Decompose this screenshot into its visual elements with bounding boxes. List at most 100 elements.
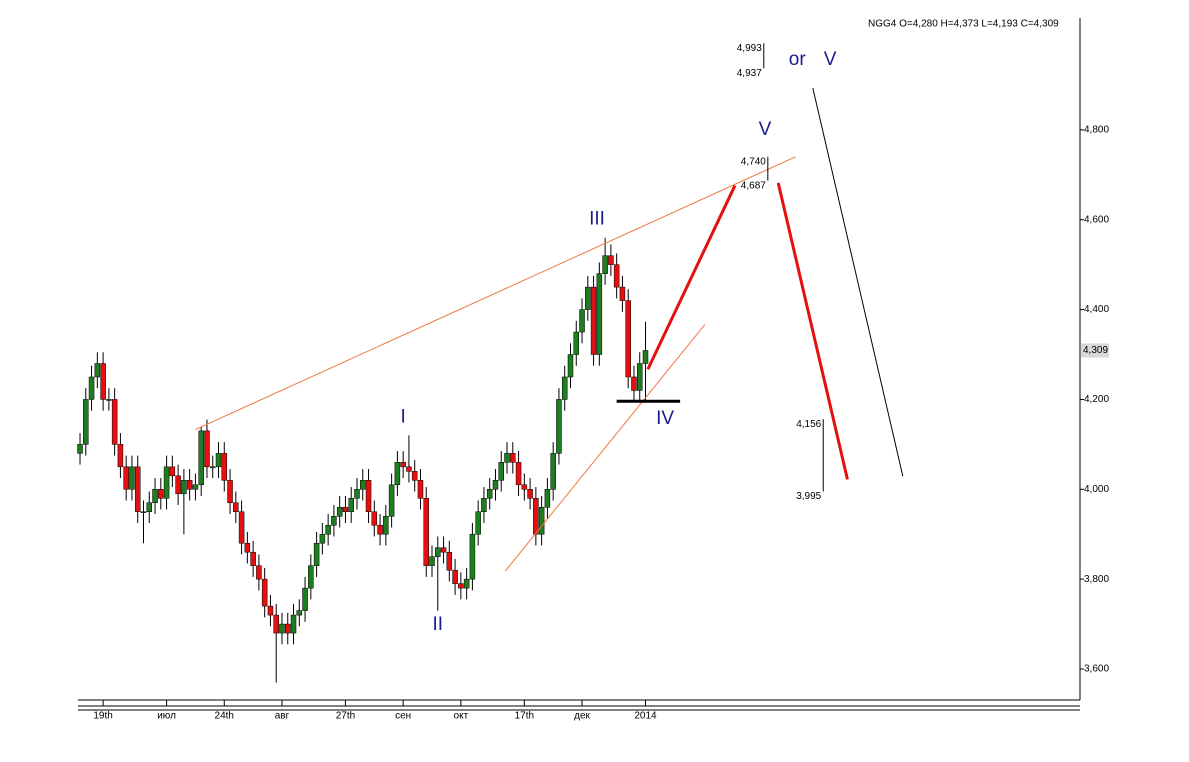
candle-body <box>371 511 378 526</box>
candle-body <box>77 444 83 454</box>
candle-body <box>221 453 228 481</box>
x-tick-label: 19th <box>93 711 112 722</box>
trend-line <box>195 156 796 430</box>
candle-body <box>486 489 493 499</box>
candle-body <box>521 484 528 490</box>
candle-body <box>152 489 158 504</box>
candle-body <box>585 286 591 310</box>
candle-body <box>481 498 487 513</box>
candle-body <box>365 480 372 513</box>
candle-body <box>383 515 389 535</box>
candle-body <box>642 350 649 364</box>
target-label: 3,995 <box>796 491 821 502</box>
candle-body <box>169 466 176 477</box>
candle-body <box>533 498 539 535</box>
x-tick-label: 27th <box>336 711 355 722</box>
candle-body <box>261 578 268 607</box>
candle-body <box>463 578 470 589</box>
candle-body <box>325 524 331 535</box>
candle-body <box>458 583 464 589</box>
wave-label: I <box>401 406 406 427</box>
y-tick-label: 4,800 <box>1084 125 1109 136</box>
candle-body <box>469 533 476 580</box>
candle-body <box>140 511 147 514</box>
candle-body <box>198 430 204 486</box>
candle-body <box>613 264 620 288</box>
x-tick-label: сен <box>395 711 411 722</box>
wave-label: II <box>432 614 443 635</box>
candle-body <box>388 484 395 517</box>
candle-body <box>117 444 124 468</box>
trend-line <box>504 324 706 572</box>
candle-body <box>596 273 603 355</box>
wave-label: IV <box>656 408 674 429</box>
candle-body <box>227 480 233 504</box>
candle-body <box>492 480 499 490</box>
x-tick-label: дек <box>574 711 590 722</box>
x-tick-label: окт <box>454 711 469 722</box>
candle-body <box>406 466 412 472</box>
candle-body <box>290 614 297 634</box>
candle-body <box>510 453 516 463</box>
y-tick-label: 4,000 <box>1084 484 1109 495</box>
candle-body <box>158 489 164 499</box>
x-tick-label: авг <box>275 711 290 722</box>
candle-body <box>134 466 141 513</box>
candle-body <box>244 542 251 553</box>
candle-body <box>400 462 406 468</box>
candle-body <box>215 453 222 468</box>
candle-body <box>423 498 429 566</box>
last-price-label: 4,309 <box>1083 345 1108 356</box>
candle-body <box>308 565 314 589</box>
candle-body <box>567 354 574 378</box>
wave-label: or <box>789 49 807 70</box>
candle-body <box>238 511 245 544</box>
candle-body <box>354 489 360 499</box>
candle-body <box>411 471 418 481</box>
candle-body <box>209 466 216 469</box>
target-label: 4,687 <box>741 180 766 191</box>
wave-label: III <box>589 209 605 230</box>
y-tick-label: 4,600 <box>1084 214 1109 225</box>
candle-body <box>561 376 568 400</box>
candle-body <box>636 363 643 391</box>
candle-body <box>360 480 366 490</box>
candle-body <box>377 524 383 535</box>
candle-body <box>106 399 112 401</box>
candle-body <box>302 587 308 611</box>
candle-body <box>94 363 101 378</box>
candle-body <box>452 569 458 584</box>
candle-body <box>111 399 118 445</box>
candle-body <box>181 480 187 495</box>
candle-body <box>440 547 447 553</box>
candle-body <box>123 466 129 490</box>
candle-body <box>284 623 291 634</box>
candle-body <box>204 430 210 468</box>
candle-body <box>602 255 608 274</box>
candle-body <box>504 453 510 463</box>
candle-body <box>100 363 106 400</box>
candle-body <box>267 605 274 616</box>
candle-body <box>608 255 614 265</box>
candle-body <box>88 376 95 400</box>
candle-body <box>83 399 89 445</box>
last-price-box <box>1081 343 1109 358</box>
candle-body <box>579 309 585 333</box>
trend-line <box>812 87 904 477</box>
candle-body <box>336 507 343 517</box>
x-tick-label: июл <box>157 711 176 722</box>
target-label: 4,740 <box>741 156 766 167</box>
candle-body <box>394 462 401 486</box>
candle-body <box>625 300 631 378</box>
candle-body <box>573 331 580 355</box>
candle-body <box>590 286 597 355</box>
wave-label: V <box>759 119 772 140</box>
y-tick-label: 4,400 <box>1084 304 1109 315</box>
target-label: 4,993 <box>737 43 762 54</box>
candle-body <box>527 489 533 499</box>
candle-body <box>273 614 279 634</box>
x-tick-label: 17th <box>515 711 534 722</box>
candle-body <box>435 547 441 557</box>
candle-body <box>348 498 354 513</box>
